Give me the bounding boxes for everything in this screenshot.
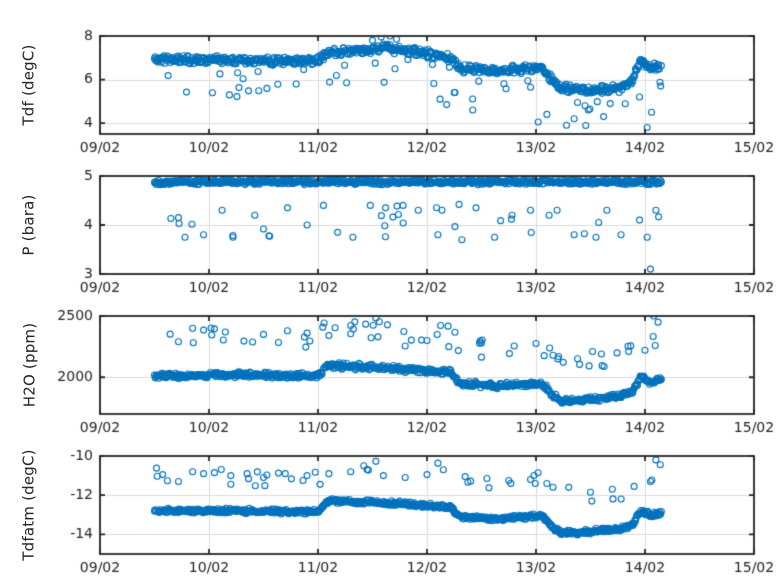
- chart-canvas-tdfatm: [0, 446, 778, 583]
- subplot-h2o: H2O (ppm): [0, 306, 778, 446]
- subplot-pressure: P (bara): [0, 166, 778, 306]
- subplot-tdf: Tdf (degC): [0, 26, 778, 166]
- chart-canvas-pressure: [0, 166, 778, 306]
- chart-canvas-h2o: [0, 306, 778, 446]
- chart-canvas-tdf: [0, 26, 778, 166]
- subplot-tdfatm: Tdfatm (degC): [0, 446, 778, 583]
